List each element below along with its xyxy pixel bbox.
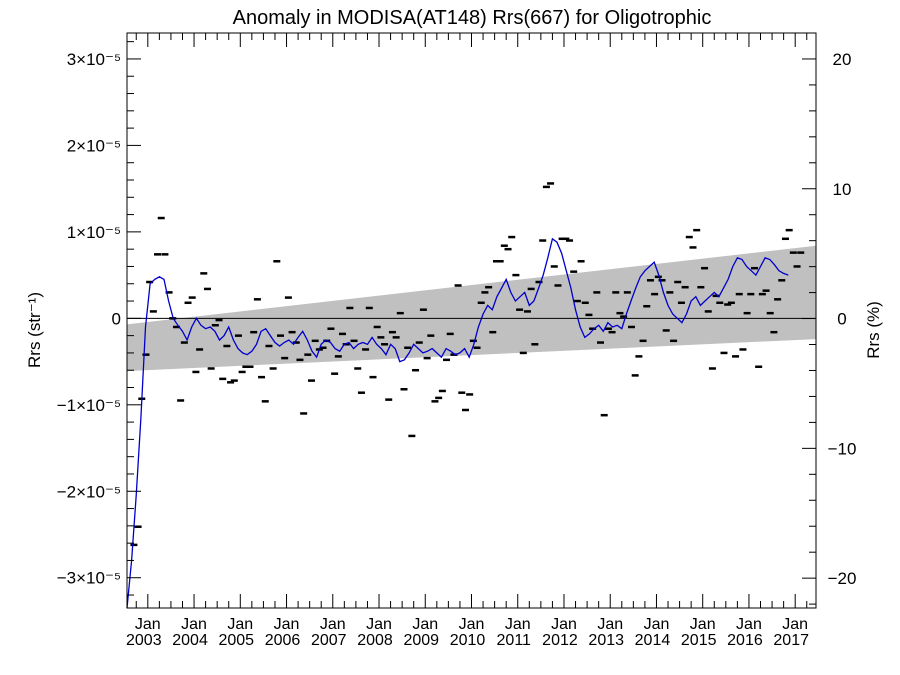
x-tick-label-year: 2013 (588, 632, 624, 649)
y-left-tick-label: 0 (112, 309, 121, 328)
x-tick-label-month: Jan (227, 616, 253, 633)
x-tick-label-month: Jan (459, 616, 485, 633)
y-left-tick-label: 2×10⁻⁵ (67, 136, 121, 155)
x-tick-label-month: Jan (320, 616, 346, 633)
x-tick-label-year: 2007 (311, 632, 347, 649)
y-left-tick-label: −1×10⁻⁵ (57, 396, 121, 415)
y-left-tick-label: 1×10⁻⁵ (67, 223, 121, 242)
y-right-tick-label: 20 (833, 50, 852, 69)
y-left-tick-label: −3×10⁻⁵ (57, 569, 121, 588)
points-layer (130, 182, 805, 547)
x-tick-label-year: 2016 (727, 632, 763, 649)
y-left-tick-label: 3×10⁻⁵ (67, 50, 121, 69)
smooth-series-line (126, 237, 789, 609)
x-tick-label-year: 2003 (126, 632, 162, 649)
x-tick-label-month: Jan (366, 616, 392, 633)
x-tick-label-month: Jan (736, 616, 762, 633)
x-tick-label-month: Jan (412, 616, 438, 633)
x-tick-label-year: 2011 (497, 632, 532, 649)
x-tick-label-month: Jan (274, 616, 300, 633)
y-right-tick-label: −10 (828, 439, 857, 458)
y-axis-label-right: Rrs (%) (864, 301, 883, 359)
x-tick-label-year: 2005 (218, 632, 254, 649)
x-tick-label-month: Jan (135, 616, 161, 633)
right-tick-labels: 20 10 0 −10 −20 (828, 50, 857, 588)
x-tick-label-year: 2012 (542, 632, 578, 649)
x-tick-label-year: 2008 (357, 632, 393, 649)
y-right-tick-label: −20 (828, 569, 857, 588)
smooth-line-layer (126, 237, 789, 609)
x-tick-label-year: 2017 (773, 632, 809, 649)
x-tick-label-month: Jan (644, 616, 670, 633)
y-right-tick-label: 0 (837, 310, 846, 329)
x-tick-label-month: Jan (551, 616, 577, 633)
y-axis-label-left: Rrs (str⁻¹) (25, 292, 44, 368)
left-tick-labels: 3×10⁻⁵ 2×10⁻⁵ 1×10⁻⁵ 0 −1×10⁻⁵ −2×10⁻⁵ −3×10⁻⁵ (57, 50, 121, 588)
x-tick-label-year: 2014 (635, 632, 671, 649)
x-tick-label-year: 2004 (172, 632, 208, 649)
x-tick-label-month: Jan (181, 616, 207, 633)
x-tick-label-year: 2010 (450, 632, 486, 649)
y-right-tick-label: 10 (833, 180, 852, 199)
x-tick-label-year: 2006 (265, 632, 301, 649)
x-tick-label-month: Jan (690, 616, 716, 633)
ticks-layer (127, 32, 816, 608)
x-tick-label-month: Jan (782, 616, 808, 633)
x-tick-label-month: Jan (597, 616, 623, 633)
chart-title: Anomaly in MODISA(AT148) Rrs(667) for Ol… (233, 7, 712, 29)
x-tick-labels: Jan2003Jan2004Jan2005Jan2006Jan2007Jan20… (126, 616, 809, 649)
x-tick-label-year: 2009 (403, 632, 439, 649)
x-tick-label-year: 2015 (681, 632, 717, 649)
y-left-tick-label: −2×10⁻⁵ (57, 482, 121, 501)
x-tick-label-month: Jan (505, 616, 531, 633)
